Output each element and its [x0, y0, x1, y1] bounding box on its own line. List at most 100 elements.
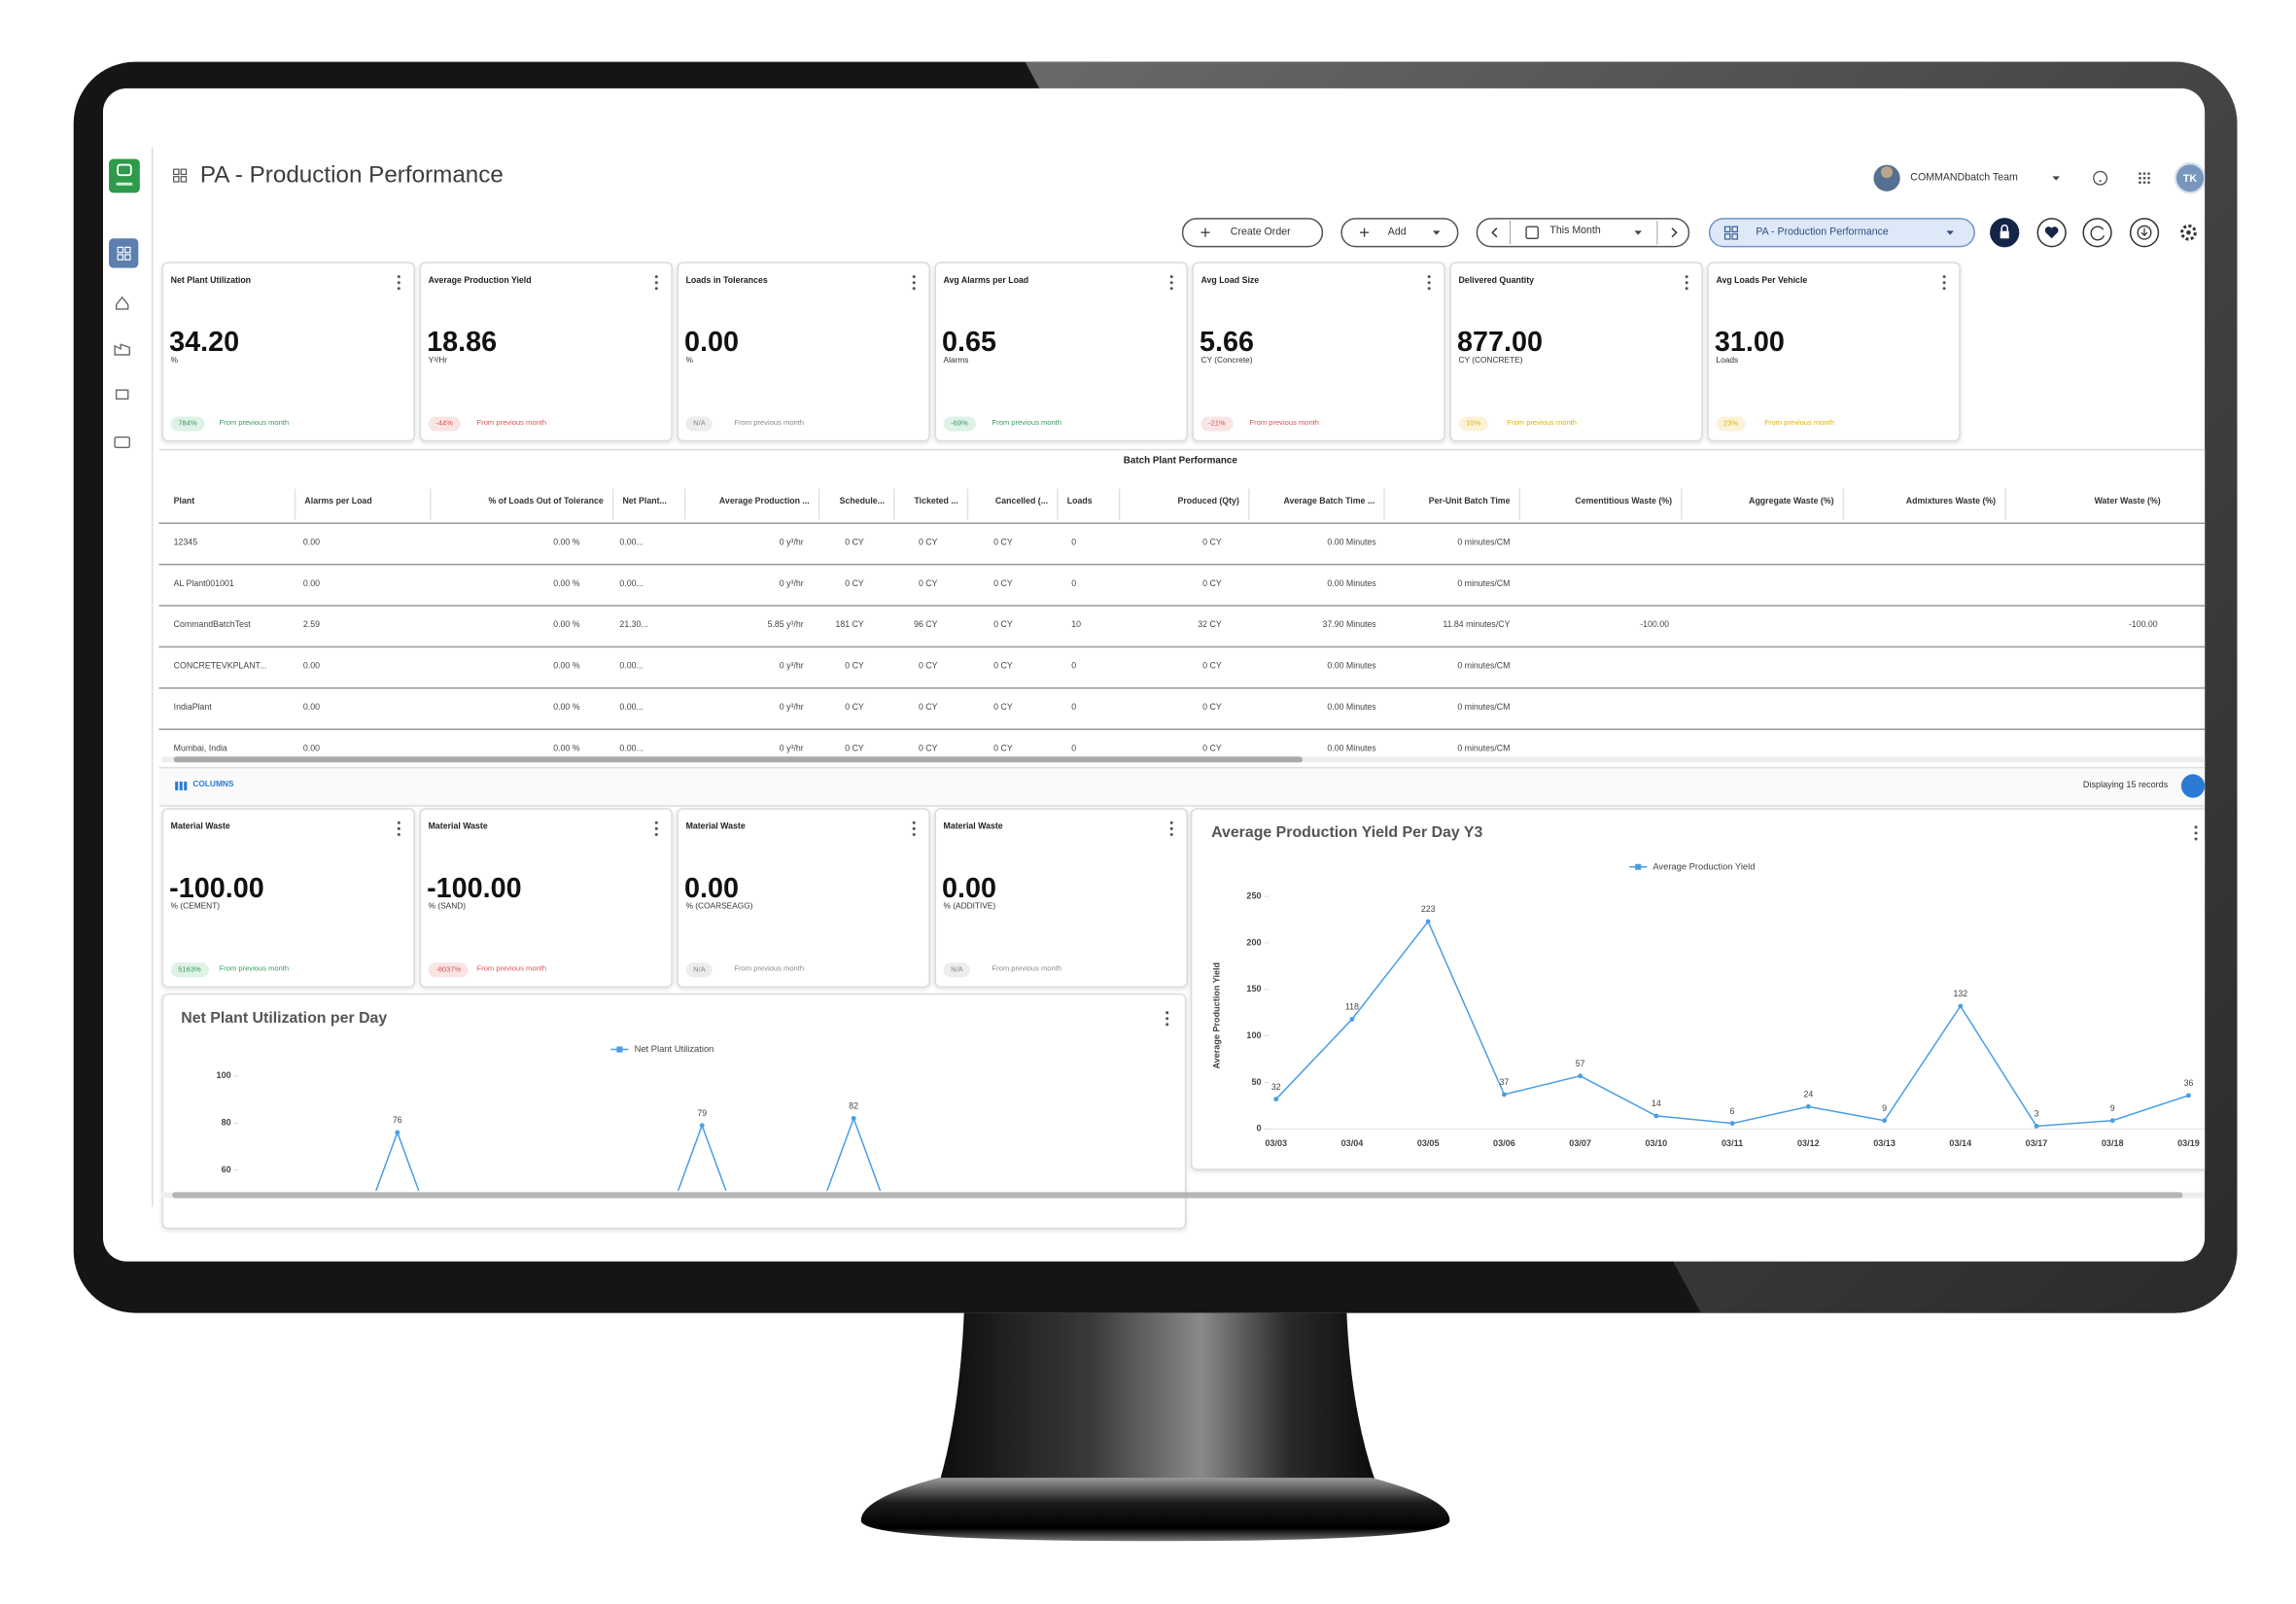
stat-title: Net Plant Utilization	[170, 276, 252, 286]
menu-button[interactable]	[396, 820, 401, 836]
column-header[interactable]: Per-Unit Batch Time	[1428, 497, 1511, 507]
stat-unit: CY (CONCRETE)	[1458, 356, 1523, 366]
menu-button[interactable]	[911, 820, 917, 836]
refresh-button[interactable]	[2180, 774, 2206, 798]
nav-dashboard[interactable]	[109, 238, 139, 268]
stat-value: 31.00	[1714, 327, 1785, 359]
stat-card: Net Plant Utilization 34.20% 784% From prev…	[161, 262, 415, 442]
column-header[interactable]: Produced (Qty)	[1177, 497, 1239, 507]
period-label[interactable]: This Month	[1549, 226, 1601, 237]
dashboard-select[interactable]	[1708, 218, 1975, 248]
help-icon-dot	[2099, 180, 2102, 183]
h-scroll-thumb[interactable]	[173, 756, 1303, 763]
table-row	[158, 607, 2206, 648]
menu-dot	[1942, 287, 1946, 290]
table-cell: 0 CY	[918, 579, 938, 589]
table-cell: 0.00...	[619, 745, 644, 754]
menu-dot	[1169, 826, 1173, 830]
column-divider	[1247, 488, 1250, 520]
column-header[interactable]: Admixtures Waste (%)	[1905, 497, 1997, 507]
table-cell: 0.00 %	[553, 662, 580, 672]
table-row	[158, 565, 2206, 607]
table-cell: 181 CY	[835, 621, 864, 631]
menu-button[interactable]	[1168, 820, 1174, 836]
menu-button[interactable]	[396, 275, 401, 290]
table-cell: 0 CY	[1202, 579, 1222, 589]
menu-dot	[1169, 832, 1173, 836]
column-header[interactable]: Cancelled (...	[994, 497, 1049, 507]
columns-button[interactable]: COLUMNS	[192, 780, 234, 789]
change-note: From previous month	[991, 418, 1062, 428]
menu-button[interactable]	[1426, 275, 1432, 290]
table-cell: 0.00 %	[553, 621, 580, 631]
menu-button[interactable]	[653, 820, 659, 836]
menu-dot	[1427, 281, 1431, 284]
column-divider	[893, 488, 895, 520]
table-row	[158, 647, 2206, 689]
table-cell: 0 y³/hr	[779, 579, 804, 589]
menu-dot	[1942, 281, 1946, 284]
table-cell: 0	[1071, 579, 1077, 589]
column-header[interactable]: Water Waste (%)	[2094, 497, 2161, 507]
menu-dot	[912, 820, 916, 824]
table-cell: 0 minutes/CM	[1457, 579, 1511, 589]
menu-button[interactable]	[1165, 1011, 1170, 1026]
menu-button[interactable]	[1168, 275, 1174, 290]
menu-dot	[912, 832, 916, 836]
user-name[interactable]: COMMANDbatch Team	[1910, 172, 2018, 184]
menu-dot	[654, 832, 658, 836]
table-cell: 0.00 Minutes	[1327, 745, 1376, 754]
table-cell: 0.00	[302, 703, 321, 713]
stat-unit: %	[685, 356, 693, 366]
column-header[interactable]: Net Plant...	[622, 497, 667, 507]
table-header-row	[158, 486, 2206, 525]
stat-card: Avg Alarms per Load 0.65 Alarms -69% From pr…	[934, 262, 1188, 442]
action-button[interactable]	[2082, 218, 2112, 248]
table-cell: 0 minutes/CM	[1457, 539, 1511, 548]
change-badge: N/A	[685, 962, 713, 978]
settings-icon	[2186, 229, 2191, 235]
column-header[interactable]: Average Production ...	[718, 497, 810, 507]
stat-unit: % (SAND)	[428, 902, 467, 912]
menu-dot	[1427, 275, 1431, 278]
table-cell: 0.00...	[619, 579, 644, 589]
change-badge: N/A	[943, 962, 971, 978]
apps-icon	[2142, 176, 2146, 180]
column-header[interactable]: Aggregate Waste (%)	[1749, 497, 1834, 507]
caret-icon	[2052, 176, 2060, 181]
table-cell: 0 CY	[918, 703, 938, 713]
menu-dot	[397, 287, 400, 290]
table-cell: CONCRETEVKPLANT...	[173, 662, 267, 672]
column-header[interactable]: Alarms per Load	[304, 497, 372, 507]
table-cell: 0 minutes/CM	[1457, 703, 1511, 713]
column-divider	[430, 488, 432, 520]
column-divider	[611, 488, 614, 520]
menu-dot	[1685, 287, 1688, 290]
column-header[interactable]: Loads	[1066, 497, 1093, 507]
lock-button[interactable]	[1990, 218, 2020, 248]
stat-value: -100.00	[427, 873, 522, 905]
menu-button[interactable]	[1684, 275, 1689, 290]
column-header[interactable]: Plant	[173, 497, 195, 507]
menu-button[interactable]	[911, 275, 917, 290]
menu-dot	[1169, 275, 1173, 278]
table-cell: 0 CY	[1202, 662, 1222, 672]
menu-dot	[912, 287, 916, 290]
column-header[interactable]: Cementitious Waste (%)	[1575, 497, 1673, 507]
stat-title: Avg Loads Per Vehicle	[1716, 276, 1808, 286]
menu-button[interactable]	[1941, 275, 1947, 290]
action-button[interactable]	[2129, 218, 2160, 248]
menu-dot	[1942, 275, 1946, 278]
menu-button[interactable]	[653, 275, 659, 290]
table-cell: -100.00	[2128, 621, 2158, 631]
action-button[interactable]	[2036, 218, 2067, 248]
stat-unit: Alarms	[943, 356, 969, 366]
column-header[interactable]: Schedule...	[839, 497, 885, 507]
stat-value: 5.66	[1199, 327, 1254, 359]
column-header[interactable]: Ticketed ...	[914, 497, 958, 507]
column-header[interactable]: Average Batch Time ...	[1283, 497, 1375, 507]
column-header[interactable]: % of Loads Out of Tolerance	[488, 497, 604, 507]
stat-unit: % (COARSEAGG)	[685, 902, 753, 912]
menu-button[interactable]	[2193, 825, 2199, 840]
apps-icon	[2142, 181, 2146, 185]
